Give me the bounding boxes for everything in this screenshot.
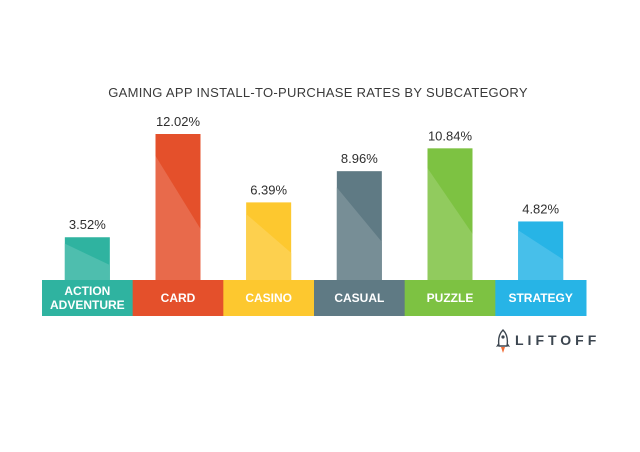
category-label-4-0: PUZZLE <box>427 291 474 305</box>
chart-title: GAMING APP INSTALL-TO-PURCHASE RATES BY … <box>108 85 528 100</box>
logo-wordmark: LIFTOFF <box>515 332 600 348</box>
category-cell-1 <box>132 280 224 316</box>
category-label-5-0: STRATEGY <box>508 291 572 305</box>
value-label-1: 12.02% <box>156 114 201 129</box>
bar-facet-2 <box>246 214 292 280</box>
bar-facet-3 <box>336 187 382 280</box>
bar-facet-0 <box>64 243 110 280</box>
category-cell-0 <box>42 280 134 316</box>
category-cell-3 <box>314 280 406 316</box>
category-label-0-1: ADVENTURE <box>50 298 125 312</box>
bar-facet-4 <box>427 168 473 280</box>
value-labels-layer: 3.52% 12.02% 6.39% 8.96% 10.84% 4.82% <box>69 114 560 232</box>
category-cell-4 <box>404 280 496 316</box>
category-cell-5 <box>495 280 587 316</box>
bars-layer <box>64 134 564 280</box>
category-label-3-0: CASUAL <box>334 291 384 305</box>
bar-facet-5 <box>518 230 564 280</box>
category-cell-2 <box>223 280 315 316</box>
value-label-3: 8.96% <box>341 151 378 166</box>
rocket-icon <box>496 329 510 353</box>
liftoff-logo: LIFTOFF <box>496 329 600 353</box>
bar-facet-1 <box>155 155 201 280</box>
value-label-2: 6.39% <box>250 182 287 197</box>
category-label-1-0: CARD <box>161 291 196 305</box>
value-label-0: 3.52% <box>69 217 106 232</box>
value-label-4: 10.84% <box>428 128 473 143</box>
value-label-5: 4.82% <box>522 201 559 216</box>
category-label-0-0: ACTION <box>64 284 110 298</box>
category-label-2-0: CASINO <box>245 291 292 305</box>
